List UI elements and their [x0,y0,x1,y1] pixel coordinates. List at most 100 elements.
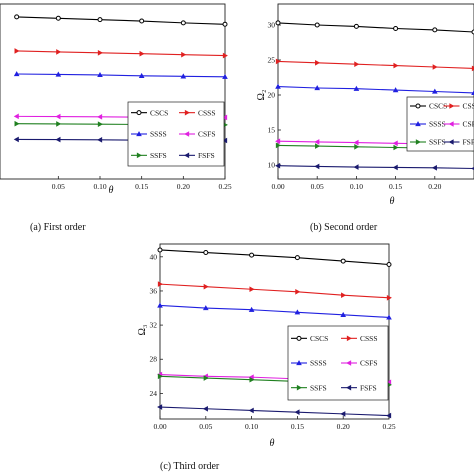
data-point-ssfs [203,375,209,381]
data-point-ssfs [249,376,255,383]
series-line-cscs [159,249,390,266]
legend-marker-csss [346,335,352,342]
y-tick-label: 20 [268,91,276,100]
legend-marker-fsfs [448,139,454,145]
legend: CSCS CSSS SSSS CSFS SSFS FSFS [406,96,474,152]
panel-second-order: (b) Second order θ Ω₂ 0.00 0.05 0.10 0.15 0.… [256,3,474,233]
legend-marker-csfs [184,131,190,137]
data-point-fsfs [55,136,61,143]
y-axis-label-b: Ω₂ [256,90,267,101]
legend-marker-cscs [136,110,142,116]
data-point-ssss [275,83,281,89]
panel-first-order: (a) First order θ 0.05 0.10 0.15 0.20 0.25 CS… [0,3,232,233]
data-point-fsfs [222,137,228,144]
legend-marker-ssss [296,360,302,366]
legend-label-ssss: SSSS [150,130,167,139]
x-tick-label: 0.00 [153,422,166,431]
data-point-cscs [314,22,320,28]
data-point-csss [393,62,399,69]
data-point-cscs [353,23,359,29]
data-point-fsfs [353,164,359,170]
x-tick-label: 0.10 [93,182,106,191]
y-tick-label: 24 [150,389,158,398]
series-line-cscs [16,16,226,25]
panel-third-order: (c) Third order θ Ω₃ 0.00 0.05 0.10 0.15 0.2… [137,243,396,472]
legend-label-cscs: CSCS [310,334,328,343]
series-line-fsfs [159,406,390,417]
data-point-cscs [139,18,145,24]
data-point-cscs [393,26,399,31]
data-point-ssss [431,88,438,94]
data-point-fsfs [431,164,437,171]
y-tick-label: 32 [150,321,158,330]
legend-marker-csss [184,109,190,116]
data-point-csfs [97,114,103,120]
legend-label-ssfs: SSFS [150,151,167,160]
data-point-cscs [340,258,346,264]
data-point-ssfs [354,143,360,150]
data-point-cscs [97,17,103,23]
data-point-ssss [13,71,20,77]
data-point-csss [432,64,438,70]
data-point-csss [97,50,103,56]
data-point-ssfs [97,121,103,128]
data-point-ssss [471,89,474,96]
data-point-fsfs [275,162,281,169]
data-point-csfs [392,140,398,147]
data-point-csss [315,59,321,66]
data-point-csss [222,52,228,59]
data-point-csfs [55,113,61,120]
data-point-cscs [294,255,300,261]
legend-label-ssfs: SSFS [429,138,446,147]
legend-label-csss: CSSS [198,108,216,117]
caption-first-order: (a) First order [30,222,86,233]
legend-marker-ssss [415,121,421,127]
data-point-cscs [203,250,209,256]
x-tick-label: 0.05 [199,422,212,431]
data-point-ssss [314,85,321,91]
data-point-fsfs [157,404,163,410]
data-point-fsfs [314,163,320,170]
data-point-csss [181,51,187,58]
legend-marker-csss [449,103,455,109]
legend-label-cscs: CSCS [429,102,447,111]
data-point-ssss [392,87,399,93]
legend: CSCS CSSS SSSS CSFS SSFS FSFS [127,101,225,167]
series-line-cscs [277,22,474,33]
data-point-fsfs [294,409,300,415]
data-point-fsfs [13,136,19,143]
data-point-cscs [55,15,61,21]
x-tick-label: 0.05 [52,182,65,191]
data-point-csss [354,61,360,68]
x-tick-label: 0.20 [428,182,441,191]
legend-marker-fsfs [184,152,190,159]
plot-frame [277,3,474,180]
data-point-csss [295,288,301,295]
data-point-ssfs [275,142,281,149]
data-point-ssfs [14,120,20,127]
y-tick-label: 15 [268,126,276,135]
x-tick-label: 0.00 [271,182,284,191]
data-point-csss [275,58,281,65]
data-point-csfs [314,139,320,145]
legend-label-ssss: SSSS [429,120,446,129]
x-tick-label: 0.20 [337,422,350,431]
data-point-ssss [55,71,62,77]
caption-second-order: (b) Second order [310,222,378,233]
data-point-fsfs [386,412,392,419]
y-tick-label: 28 [150,355,158,364]
data-point-fsfs [392,164,398,171]
legend-label-csfs: CSFS [360,359,378,368]
legend-marker-ssfs [296,384,302,391]
data-point-csss [386,294,392,301]
data-point-fsfs [340,411,346,417]
legend-label-csss: CSSS [360,334,378,343]
legend-label-fsfs: FSFS [360,383,377,392]
x-axis-label-c: θ [270,438,275,449]
data-point-cscs [14,14,20,20]
y-axis-label-c: Ω₃ [137,325,148,336]
y-tick-label: 30 [268,21,276,30]
data-point-ssss [180,73,187,79]
x-tick-label: 0.15 [389,182,402,191]
